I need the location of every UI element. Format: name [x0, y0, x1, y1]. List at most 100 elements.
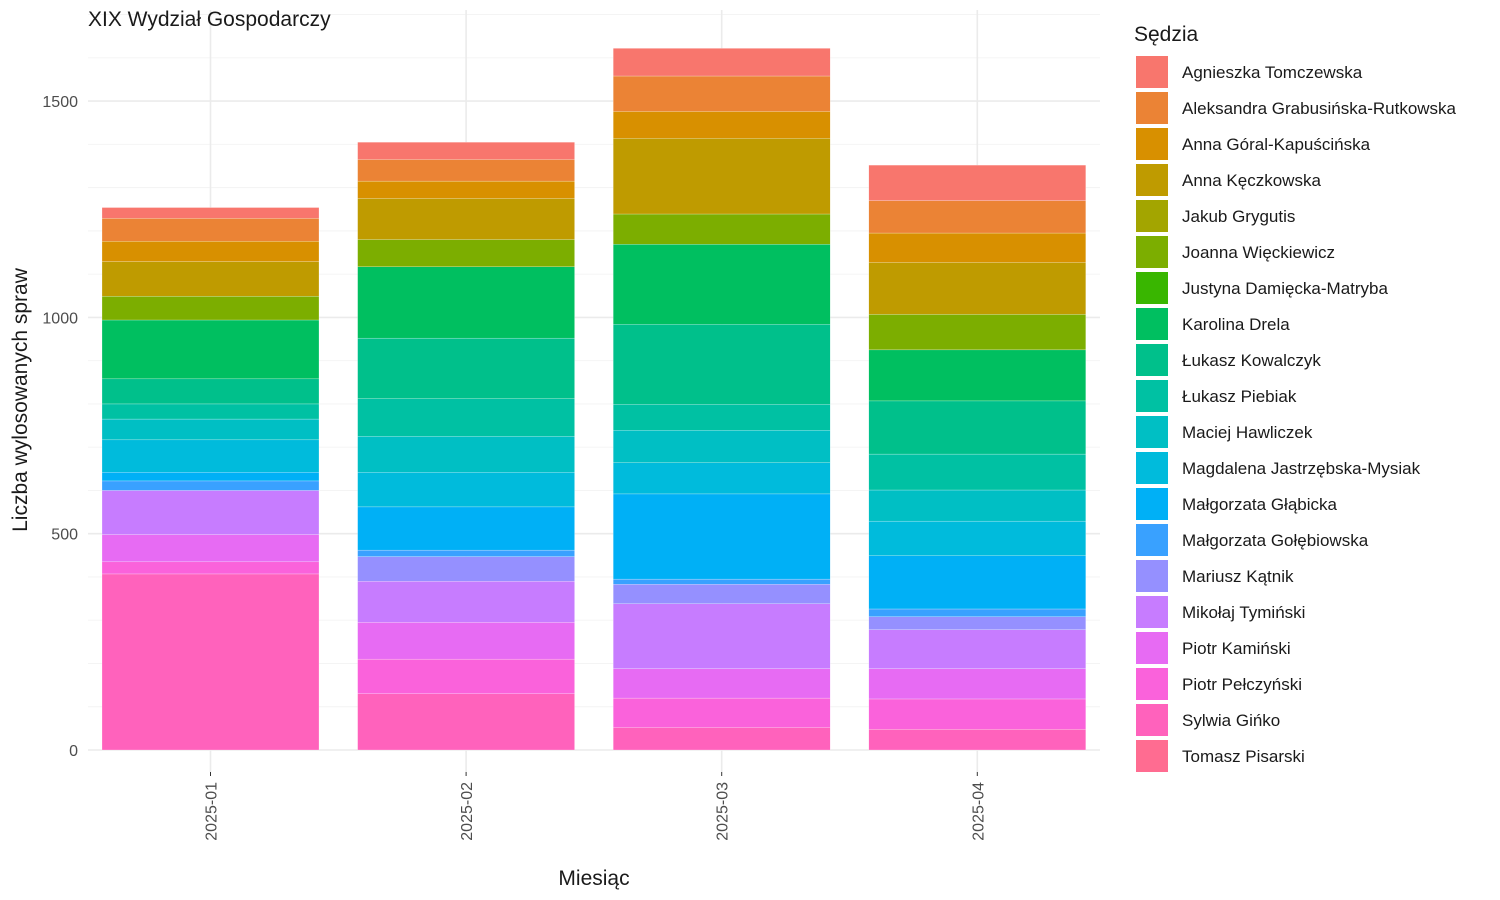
bar-segment	[613, 603, 831, 669]
bar-segment	[357, 436, 575, 473]
legend-swatch	[1136, 380, 1168, 412]
bar-segment	[101, 378, 320, 405]
bar-segment	[357, 198, 575, 240]
legend-item: Aleksandra Grabusińska-Rutkowska	[1136, 92, 1457, 124]
legend-swatch	[1136, 632, 1168, 664]
legend-item: Małgorzata Gołębiowska	[1136, 524, 1369, 556]
bar-segment	[357, 266, 575, 339]
bar-segment	[101, 319, 320, 380]
legend-swatch	[1136, 704, 1168, 736]
bar-segment	[613, 462, 831, 495]
bar-segment	[613, 584, 831, 604]
bar-segment	[101, 439, 320, 473]
legend-label: Maciej Hawliczek	[1182, 423, 1313, 442]
legend-label: Justyna Damięcka-Matryba	[1182, 279, 1389, 298]
bar-segment	[613, 244, 831, 325]
legend-label: Łukasz Kowalczyk	[1182, 351, 1321, 370]
bar-segment	[101, 403, 320, 420]
bar-segment	[101, 573, 320, 751]
legend-label: Piotr Pełczyński	[1182, 675, 1302, 694]
bar-segment	[357, 556, 575, 582]
bar-segment	[101, 261, 320, 297]
legend-label: Sylwia Gińko	[1182, 711, 1280, 730]
x-tick-label: 2025-02	[459, 782, 476, 841]
bar-segment	[101, 296, 320, 321]
x-tick-label: 2025-03	[715, 782, 732, 841]
bar-segment	[868, 520, 1086, 556]
bar-segment	[868, 555, 1086, 610]
bar-segment	[613, 111, 831, 139]
legend-item: Jakub Grygutis	[1136, 200, 1295, 232]
legend-swatch	[1136, 200, 1168, 232]
legend-title: Sędzia	[1134, 23, 1199, 46]
legend-label: Anna Kęczkowska	[1182, 171, 1321, 190]
bar-segment	[868, 200, 1086, 234]
bar-segment	[357, 472, 575, 508]
bar-segment	[357, 159, 575, 182]
legend-swatch	[1136, 740, 1168, 772]
bar-segment	[357, 506, 575, 551]
legend-swatch	[1136, 128, 1168, 160]
bar-segment	[613, 493, 831, 580]
y-axis: 0 500 1000 1500	[42, 94, 78, 760]
bar-segment	[868, 262, 1086, 315]
bar-segment	[868, 668, 1086, 700]
bar-segment	[357, 693, 575, 751]
bar-stack-2025-02	[357, 141, 575, 751]
y-tick-label: 500	[51, 527, 78, 544]
legend-swatch	[1136, 524, 1168, 556]
legend-item: Małgorzata Głąbicka	[1136, 488, 1338, 520]
bar-segment	[868, 349, 1086, 402]
legend-item: Łukasz Kowalczyk	[1136, 344, 1321, 376]
bar-segment	[868, 629, 1086, 669]
bar-segment	[101, 480, 320, 491]
bar-segment	[101, 218, 320, 242]
bar-segment	[101, 490, 320, 535]
bars	[101, 48, 1086, 751]
bar-segment	[357, 337, 575, 399]
bar-segment	[101, 207, 320, 219]
legend-swatch	[1136, 236, 1168, 268]
bar-segment	[613, 75, 831, 112]
legend-swatch	[1136, 668, 1168, 700]
bar-segment	[101, 241, 320, 262]
legend-label: Mikołaj Tymiński	[1182, 603, 1305, 622]
bar-segment	[357, 622, 575, 660]
bar-segment	[613, 213, 831, 245]
legend-swatch	[1136, 488, 1168, 520]
legend-label: Tomasz Pisarski	[1182, 747, 1305, 766]
y-tick-label: 0	[69, 743, 78, 760]
bar-segment	[613, 668, 831, 699]
bar-segment	[357, 549, 575, 557]
bar-stack-2025-04	[868, 164, 1086, 751]
legend-item: Tomasz Pisarski	[1136, 740, 1305, 772]
legend-label: Anna Góral-Kapuścińska	[1182, 135, 1371, 154]
legend-swatch	[1136, 272, 1168, 304]
bar-segment	[101, 472, 320, 482]
bar-segment	[868, 453, 1086, 491]
legend-swatch	[1136, 308, 1168, 340]
legend-swatch	[1136, 92, 1168, 124]
legend-item: Agnieszka Tomczewska	[1136, 56, 1363, 88]
bar-segment	[357, 180, 575, 199]
legend-item: Mikołaj Tymiński	[1136, 596, 1305, 628]
x-tick-label: 2025-01	[204, 782, 221, 841]
bar-segment	[868, 698, 1086, 730]
x-axis-title: Miesiąc	[558, 867, 629, 890]
legend-item: Sylwia Gińko	[1136, 704, 1280, 736]
legend-item: Piotr Kamiński	[1136, 632, 1291, 664]
bar-segment	[357, 581, 575, 623]
legend-swatch	[1136, 416, 1168, 448]
legend-swatch	[1136, 452, 1168, 484]
bar-segment	[613, 324, 831, 405]
bar-segment	[868, 164, 1086, 201]
legend-swatch	[1136, 344, 1168, 376]
legend-item: Magdalena Jastrzębska-Mysiak	[1136, 452, 1421, 484]
x-axis: 2025-01 2025-02 2025-03 2025-04	[204, 772, 987, 841]
chart-title: XIX Wydział Gospodarczy	[88, 8, 331, 31]
legend-item: Anna Kęczkowska	[1136, 164, 1321, 196]
legend-item: Karolina Drela	[1136, 308, 1290, 340]
bar-segment	[357, 658, 575, 694]
legend-item: Piotr Pełczyński	[1136, 668, 1302, 700]
